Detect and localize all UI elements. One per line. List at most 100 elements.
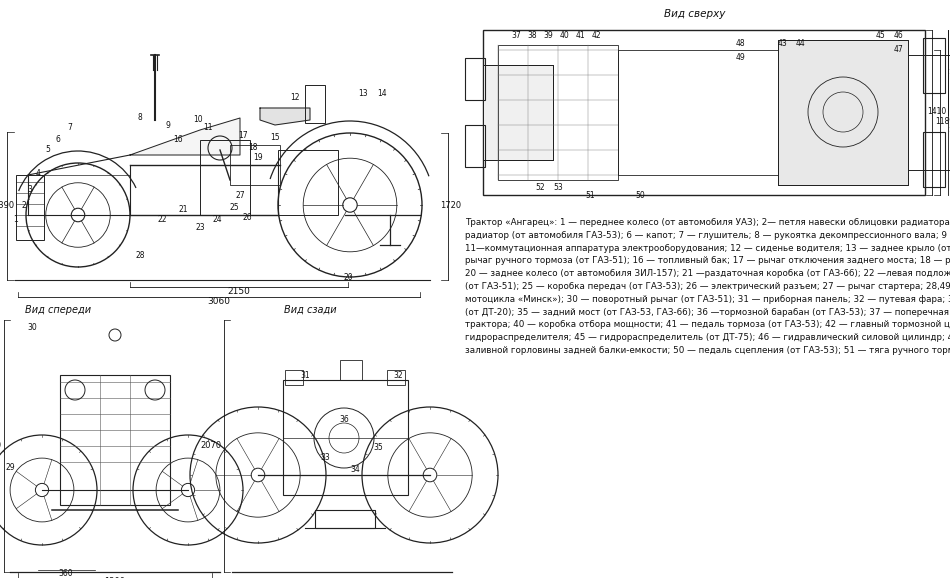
- Text: 18: 18: [248, 143, 257, 153]
- Bar: [778, 40, 908, 185]
- Text: 2: 2: [22, 201, 27, 209]
- Text: 2070: 2070: [0, 442, 2, 450]
- Text: 40: 40: [560, 31, 569, 39]
- Text: 43: 43: [777, 39, 787, 47]
- Text: 47: 47: [893, 46, 902, 54]
- Text: мотоцикла «Минск»); 30 — поворотный рычаг (от ГАЗ-51); 31 — приборная панель; 32: мотоцикла «Минск»); 30 — поворотный рыча…: [465, 295, 950, 304]
- Text: 34: 34: [351, 465, 360, 475]
- Bar: [483, 30, 925, 195]
- Text: 13: 13: [358, 88, 368, 98]
- Text: 7: 7: [67, 124, 72, 132]
- Polygon shape: [260, 108, 310, 125]
- Text: рычаг ручного тормоза (от ГАЗ-51); 16 — топливный бак; 17 — рычаг отключения зад: рычаг ручного тормоза (от ГАЗ-51); 16 — …: [465, 257, 950, 265]
- Bar: [923, 132, 945, 187]
- Text: (от ГАЗ-51); 25 — коробка передач (от ГАЗ-53); 26 — электрический разъем; 27 — р: (от ГАЗ-51); 25 — коробка передач (от ГА…: [465, 282, 950, 291]
- Text: 41: 41: [575, 31, 585, 39]
- Text: 38: 38: [527, 31, 537, 39]
- Text: трактора; 40 — коробка отбора мощности; 41 — педаль тормоза (от ГАЗ-53); 42 — гл: трактора; 40 — коробка отбора мощности; …: [465, 320, 950, 329]
- Text: 1189: 1189: [936, 117, 950, 127]
- Text: 1: 1: [13, 216, 18, 224]
- Text: 12: 12: [291, 92, 300, 102]
- Bar: [465, 58, 485, 100]
- Text: 14: 14: [377, 88, 387, 98]
- Bar: [483, 65, 553, 160]
- Text: 27: 27: [236, 191, 245, 199]
- Bar: [908, 55, 950, 170]
- Bar: [315, 510, 375, 528]
- Text: гидрораспределителя; 45 — гидрораспределитель (от ДТ-75); 46 — гидравлический си: гидрораспределителя; 45 — гидрораспредел…: [465, 333, 950, 342]
- Text: 53: 53: [553, 183, 562, 192]
- Text: 17: 17: [238, 131, 248, 139]
- Text: 29: 29: [5, 464, 15, 472]
- Bar: [16, 175, 44, 240]
- Text: 39: 39: [543, 31, 553, 39]
- Text: Вид сзади: Вид сзади: [284, 305, 336, 315]
- Bar: [483, 65, 553, 160]
- Text: 19: 19: [254, 154, 263, 162]
- Bar: [465, 125, 485, 167]
- Text: 45: 45: [875, 31, 884, 39]
- Text: 3: 3: [28, 186, 32, 195]
- Text: заливной горловины задней балки-емкости; 50 — педаль сцепления (от ГАЗ-53); 51 —: заливной горловины задней балки-емкости;…: [465, 346, 950, 355]
- Text: 1320: 1320: [948, 69, 950, 75]
- Bar: [283, 380, 408, 495]
- Text: 2150: 2150: [228, 287, 251, 295]
- Bar: [340, 360, 362, 380]
- Text: 8: 8: [138, 113, 142, 123]
- Text: 11: 11: [203, 124, 213, 132]
- Text: 46: 46: [893, 31, 902, 39]
- Bar: [285, 370, 303, 385]
- Text: 10: 10: [193, 116, 202, 124]
- Polygon shape: [130, 118, 240, 155]
- Text: 1410: 1410: [927, 108, 946, 117]
- Text: 49: 49: [735, 54, 745, 62]
- Text: 5: 5: [46, 146, 50, 154]
- Text: 4: 4: [35, 169, 41, 177]
- Text: 44: 44: [795, 39, 805, 47]
- Text: 15: 15: [270, 134, 280, 143]
- Text: 25: 25: [229, 203, 238, 213]
- Text: 23: 23: [195, 224, 205, 232]
- Text: 1720: 1720: [441, 202, 462, 210]
- Bar: [778, 40, 908, 185]
- Bar: [60, 375, 170, 505]
- Bar: [498, 45, 618, 180]
- Bar: [230, 145, 280, 185]
- Bar: [305, 85, 325, 123]
- Text: 9: 9: [165, 120, 170, 129]
- Text: 20: 20: [343, 273, 352, 283]
- Bar: [200, 140, 250, 215]
- Text: 20 — заднее колесо (от автомобиля ЗИЛ-157); 21 —раздаточная коробка (от ГАЗ-66);: 20 — заднее колесо (от автомобиля ЗИЛ-15…: [465, 269, 950, 278]
- Text: 21: 21: [179, 206, 188, 214]
- Text: 11—коммутационная аппаратура электрооборудования; 12 — сиденье водителя; 13 — за: 11—коммутационная аппаратура электрообор…: [465, 243, 950, 253]
- Text: 50: 50: [636, 191, 645, 199]
- Text: 52: 52: [535, 183, 544, 192]
- Text: Вид спереди: Вид спереди: [25, 305, 91, 315]
- Text: 35: 35: [373, 443, 383, 453]
- Text: 22: 22: [158, 216, 167, 224]
- Bar: [387, 370, 405, 385]
- Text: 31: 31: [300, 370, 310, 380]
- Text: 1390: 1390: [0, 202, 14, 210]
- Text: 37: 37: [511, 31, 521, 39]
- Text: 16: 16: [173, 135, 182, 144]
- Text: 48: 48: [735, 39, 745, 47]
- Text: Трактор «Ангарец»: 1 — переднее колесо (от автомобиля УАЗ); 2— петля навески обл: Трактор «Ангарец»: 1 — переднее колесо (…: [465, 218, 950, 227]
- Text: 360: 360: [59, 569, 73, 578]
- Text: 30: 30: [28, 324, 37, 332]
- Text: 3060: 3060: [207, 298, 231, 306]
- Bar: [923, 38, 945, 93]
- Text: (от ДТ-20); 35 — задний мост (от ГАЗ-53, ГАЗ-66); 36 —тормозной барабан (от ГАЗ-: (от ДТ-20); 35 — задний мост (от ГАЗ-53,…: [465, 307, 950, 317]
- Text: 24: 24: [212, 216, 221, 224]
- Text: 26: 26: [242, 213, 252, 223]
- Bar: [618, 50, 778, 175]
- Text: 6: 6: [55, 135, 61, 144]
- Text: Вид сверху: Вид сверху: [664, 9, 726, 19]
- Text: 32: 32: [393, 370, 403, 380]
- Text: 36: 36: [339, 416, 349, 424]
- Text: 51: 51: [585, 191, 595, 199]
- Text: радиатор (от автомобиля ГАЗ-53); 6 — капот; 7 — глушитель; 8 — рукоятка декомпре: радиатор (от автомобиля ГАЗ-53); 6 — кап…: [465, 231, 950, 240]
- Text: 42: 42: [591, 31, 600, 39]
- Text: 2070: 2070: [200, 442, 222, 450]
- Text: 33: 33: [320, 454, 330, 462]
